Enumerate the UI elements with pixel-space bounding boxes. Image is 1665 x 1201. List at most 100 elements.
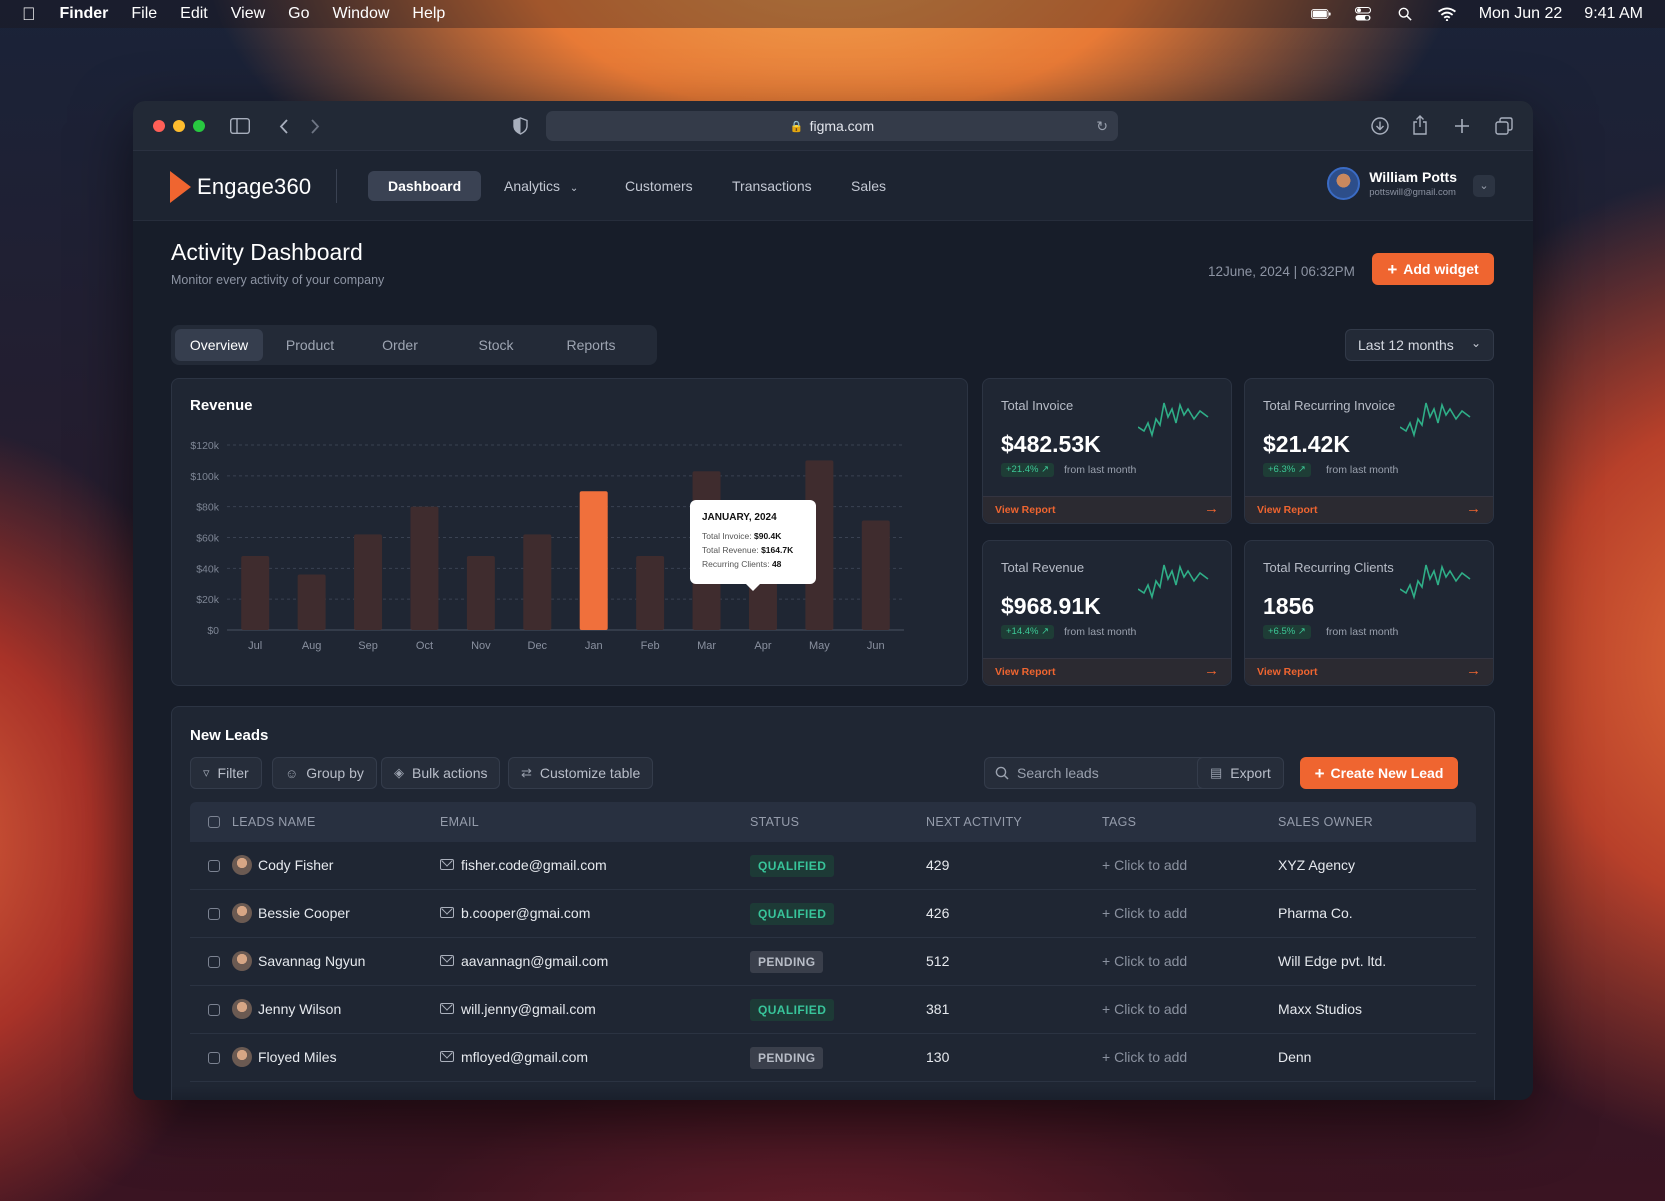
- row-checkbox[interactable]: [208, 860, 220, 872]
- search-input[interactable]: [1017, 765, 1197, 781]
- table-row[interactable]: Floyed Miles mfloyed@gmail.com PENDING 1…: [190, 1034, 1476, 1082]
- view-report-link[interactable]: View Report →: [1245, 496, 1493, 523]
- table-row[interactable]: Jenny Wilson will.jenny@gmail.com QUALIF…: [190, 986, 1476, 1034]
- row-checkbox[interactable]: [208, 1004, 220, 1016]
- tab-overview[interactable]: Overview: [175, 329, 263, 361]
- battery-icon[interactable]: [1310, 7, 1331, 21]
- traffic-lights: [153, 119, 205, 132]
- lead-email[interactable]: b.cooper@gmai.com: [461, 905, 591, 921]
- tab-stock[interactable]: Stock: [478, 337, 514, 353]
- plus-icon: +: [1102, 1001, 1115, 1017]
- menu-date[interactable]: Mon Jun 22: [1478, 5, 1563, 22]
- menu-app-name[interactable]: Finder: [46, 5, 109, 22]
- tab-order[interactable]: Order: [382, 337, 418, 353]
- menu-go[interactable]: Go: [274, 5, 309, 22]
- sidebar-icon[interactable]: [230, 118, 250, 134]
- bar-jan[interactable]: [579, 491, 608, 630]
- date-range-select[interactable]: Last 12 months ⌄: [1345, 329, 1494, 361]
- y-tick-label: $120k: [190, 440, 219, 452]
- col-next-activity[interactable]: NEXT ACTIVITY: [926, 815, 1023, 829]
- bar-jun[interactable]: [861, 520, 890, 630]
- lead-email[interactable]: fisher.code@gmail.com: [461, 857, 607, 873]
- view-report-link[interactable]: View Report →: [983, 496, 1231, 523]
- col-tags[interactable]: TAGS: [1102, 815, 1137, 829]
- shield-icon[interactable]: [513, 117, 528, 135]
- brand-logo[interactable]: Engage360: [170, 171, 311, 203]
- bar-feb[interactable]: [636, 556, 665, 630]
- add-tag-button[interactable]: + Click to add: [1102, 905, 1187, 921]
- table-row[interactable]: Bessie Cooper b.cooper@gmai.com QUALIFIE…: [190, 890, 1476, 938]
- user-profile[interactable]: William Potts pottswill@gmail.com: [1327, 167, 1457, 200]
- select-all-checkbox[interactable]: [208, 816, 220, 828]
- nav-transactions[interactable]: Transactions: [732, 178, 812, 194]
- mail-icon: [440, 859, 454, 870]
- export-button[interactable]: ▤ Export: [1197, 757, 1284, 789]
- nav-sales[interactable]: Sales: [851, 178, 887, 194]
- sales-owner: Denn: [1278, 1049, 1312, 1065]
- nav-customers[interactable]: Customers: [625, 178, 693, 194]
- bar-sep[interactable]: [354, 534, 383, 630]
- group-by-button[interactable]: ☺ Group by: [272, 757, 377, 789]
- col-email[interactable]: EMAIL: [440, 815, 480, 829]
- add-widget-button[interactable]: + Add widget: [1372, 253, 1494, 285]
- plus-icon: +: [1314, 763, 1325, 783]
- user-menu-chevron-icon[interactable]: ⌄: [1473, 175, 1495, 197]
- x-tick-label: Feb: [641, 640, 660, 652]
- customize-table-button[interactable]: ⇄ Customize table: [508, 757, 654, 789]
- new-tab-icon[interactable]: [1454, 118, 1470, 134]
- menu-file[interactable]: File: [117, 5, 157, 22]
- bar-jul[interactable]: [241, 556, 270, 630]
- col-leads-name[interactable]: LEADS NAME: [232, 815, 316, 829]
- add-tag-button[interactable]: + Click to add: [1102, 1001, 1187, 1017]
- table-row[interactable]: Cody Fisher fisher.code@gmail.com QUALIF…: [190, 842, 1476, 890]
- row-checkbox[interactable]: [208, 908, 220, 920]
- bar-nov[interactable]: [466, 556, 495, 630]
- bar-oct[interactable]: [410, 506, 439, 630]
- sparkline: [1138, 402, 1209, 438]
- share-icon[interactable]: [1412, 115, 1428, 135]
- tabs-overview-icon[interactable]: [1495, 117, 1513, 135]
- address-bar[interactable]: 🔒 figma.com ↻: [546, 111, 1118, 141]
- menu-view[interactable]: View: [217, 5, 265, 22]
- next-activity: 429: [926, 857, 950, 873]
- bar-aug[interactable]: [297, 574, 326, 631]
- menu-edit[interactable]: Edit: [166, 5, 208, 22]
- menu-window[interactable]: Window: [318, 5, 389, 22]
- reload-icon[interactable]: ↻: [1096, 117, 1108, 134]
- row-checkbox[interactable]: [208, 1052, 220, 1064]
- forward-icon[interactable]: [310, 119, 320, 134]
- tab-product[interactable]: Product: [285, 337, 335, 353]
- close-button[interactable]: [153, 119, 165, 132]
- nav-dashboard[interactable]: Dashboard: [368, 171, 482, 201]
- add-tag-button[interactable]: + Click to add: [1102, 857, 1187, 873]
- lead-email[interactable]: aavannagn@gmail.com: [461, 953, 609, 969]
- col-status[interactable]: STATUS: [750, 815, 800, 829]
- view-report-link[interactable]: View Report →: [983, 658, 1231, 685]
- minimize-button[interactable]: [173, 119, 185, 132]
- nav-analytics[interactable]: Analytics ⌄: [504, 171, 578, 201]
- wifi-icon[interactable]: [1437, 7, 1457, 21]
- bar-dec[interactable]: [523, 534, 552, 630]
- create-lead-button[interactable]: + Create New Lead: [1300, 757, 1458, 789]
- menu-time[interactable]: 9:41 AM: [1584, 5, 1643, 22]
- stat-change-badge: +21.4% ↗: [1001, 463, 1055, 477]
- apple-icon[interactable]: : [22, 4, 36, 25]
- view-report-link[interactable]: View Report →: [1245, 658, 1493, 685]
- row-checkbox[interactable]: [208, 956, 220, 968]
- zoom-button[interactable]: [193, 119, 205, 132]
- revenue-bar-chart: $0 $20k $40k $60k $80k $100k $120k Jul Aug Sep Oct…: [190, 440, 904, 652]
- back-icon[interactable]: [279, 119, 289, 134]
- search-icon[interactable]: [1395, 7, 1415, 21]
- add-tag-button[interactable]: + Click to add: [1102, 1049, 1187, 1065]
- table-row[interactable]: Savannag Ngyun aavannagn@gmail.com PENDI…: [190, 938, 1476, 986]
- bulk-actions-button[interactable]: ◈ Bulk actions: [381, 757, 501, 789]
- lead-email[interactable]: will.jenny@gmail.com: [461, 1001, 596, 1017]
- menu-help[interactable]: Help: [398, 5, 445, 22]
- lead-email[interactable]: mfloyed@gmail.com: [461, 1049, 589, 1065]
- col-sales-owner[interactable]: SALES OWNER: [1278, 815, 1373, 829]
- filter-button[interactable]: ▿ Filter: [190, 757, 262, 789]
- control-center-icon[interactable]: [1353, 7, 1373, 21]
- add-tag-button[interactable]: + Click to add: [1102, 953, 1187, 969]
- download-icon[interactable]: [1371, 117, 1389, 135]
- tab-reports[interactable]: Reports: [566, 337, 616, 353]
